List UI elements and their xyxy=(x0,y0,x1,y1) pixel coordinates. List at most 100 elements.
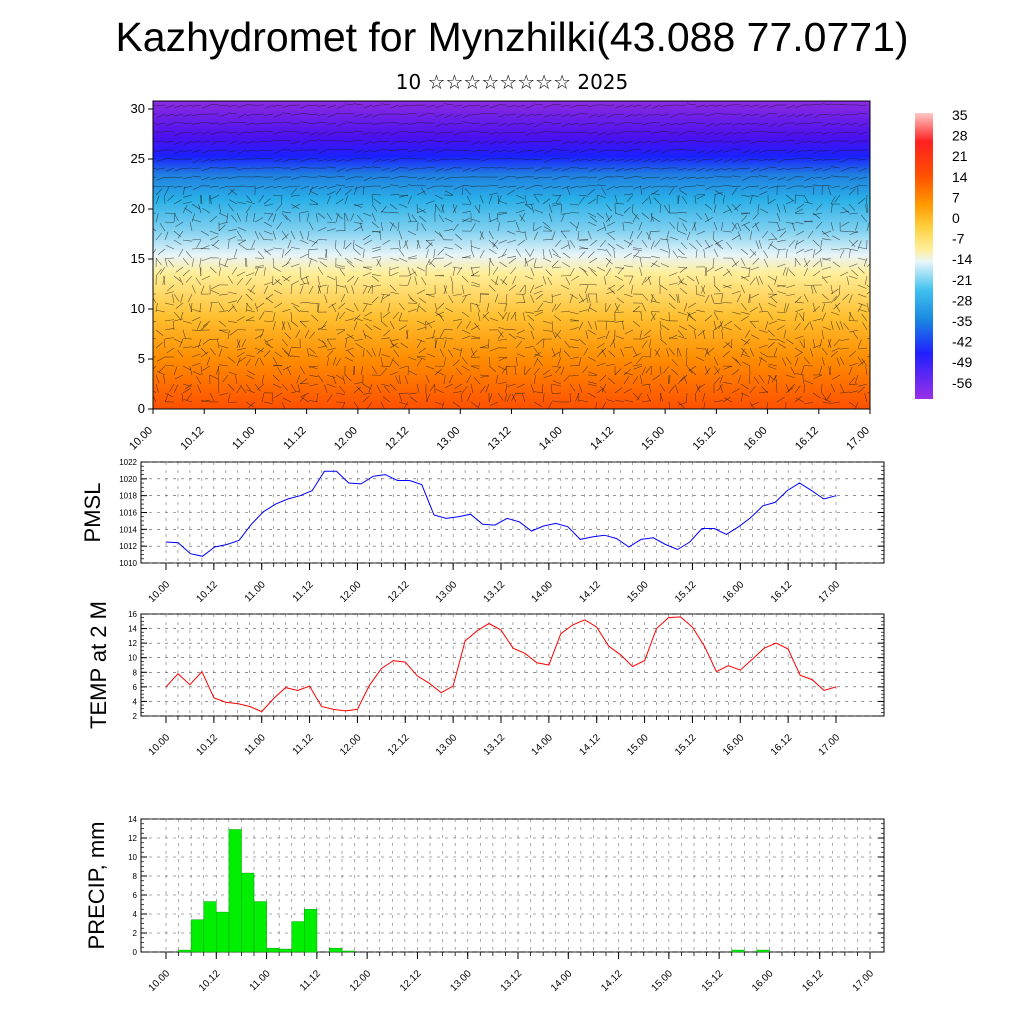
wind-barb xyxy=(677,376,684,385)
wind-barb xyxy=(418,207,427,214)
wind-barb xyxy=(516,167,526,170)
wind-barb xyxy=(812,305,820,313)
wind-barb xyxy=(353,365,356,376)
x-tick-label: 16.12 xyxy=(800,968,826,994)
wind-barb xyxy=(857,284,867,289)
wind-barb xyxy=(449,374,454,384)
wind-barb xyxy=(308,203,319,205)
wind-barb xyxy=(677,248,685,256)
wind-barb xyxy=(615,175,625,178)
wind-barb xyxy=(686,185,697,187)
wind-barb xyxy=(795,140,805,145)
y-tick-label: 1020 xyxy=(119,475,137,484)
wind-barb xyxy=(525,104,535,109)
y-tick-label: 10 xyxy=(128,853,137,862)
wind-barb xyxy=(676,294,679,304)
wind-barb xyxy=(259,311,265,320)
wind-barb xyxy=(790,366,796,376)
wind-barb xyxy=(589,239,598,247)
wind-barb xyxy=(530,384,535,394)
wind-barb xyxy=(254,230,259,240)
wind-barb xyxy=(380,367,388,376)
wind-barb xyxy=(247,370,256,376)
wind-barb xyxy=(834,293,841,302)
wind-barb xyxy=(376,257,382,267)
wind-barb xyxy=(174,104,184,108)
panel-frame xyxy=(140,461,885,564)
wind-barb xyxy=(409,396,418,403)
wind-barb xyxy=(200,248,211,250)
wind-barb xyxy=(173,121,184,124)
wind-barb xyxy=(605,215,613,223)
wind-barb xyxy=(376,258,382,268)
wind-barb xyxy=(507,122,517,127)
y-tick-label: 10 xyxy=(128,654,137,663)
wind-barb xyxy=(497,211,508,214)
wind-barb xyxy=(182,320,192,324)
wind-barb xyxy=(192,309,202,313)
wind-barb xyxy=(830,204,833,214)
wind-barb xyxy=(614,194,618,204)
wind-barb xyxy=(182,387,191,394)
wind-barb xyxy=(173,318,183,322)
wind-barb xyxy=(498,239,508,244)
colorbar-label: -21 xyxy=(952,272,972,288)
wind-barb xyxy=(505,293,508,303)
wind-barb xyxy=(579,149,589,153)
wind-barb xyxy=(291,167,301,171)
wind-barb xyxy=(153,228,157,232)
x-tick-label: 13.00 xyxy=(434,579,460,605)
wind-barb xyxy=(474,322,481,331)
wind-barb xyxy=(767,375,771,385)
wind-barb xyxy=(435,113,445,118)
wind-barb xyxy=(685,356,688,367)
wind-barb xyxy=(488,218,498,223)
wind-barb xyxy=(326,338,333,347)
wind-barb xyxy=(263,212,273,215)
wind-barb xyxy=(434,140,445,143)
wind-barb xyxy=(354,203,364,207)
wind-barb xyxy=(324,248,328,258)
wind-barb xyxy=(373,198,382,205)
wind-barb xyxy=(426,176,436,181)
wind-barb xyxy=(443,285,448,295)
wind-barb xyxy=(522,312,526,322)
wind-barb xyxy=(274,392,283,398)
wind-barb xyxy=(849,329,859,333)
wind-barb xyxy=(210,131,220,135)
wind-barb xyxy=(695,383,701,393)
wind-barb xyxy=(588,131,598,135)
wind-barb xyxy=(866,356,870,358)
wind-barb xyxy=(749,320,757,329)
wind-barb xyxy=(777,319,787,322)
wind-barb xyxy=(588,113,598,118)
wind-barb xyxy=(812,344,822,349)
wind-barb xyxy=(615,185,625,188)
wind-barb xyxy=(570,122,580,126)
wind-barb xyxy=(318,131,328,136)
wind-barb xyxy=(281,308,291,313)
wind-barb xyxy=(587,320,593,330)
wind-barb xyxy=(763,258,769,268)
wind-barb xyxy=(615,399,625,403)
wind-barb xyxy=(339,385,346,394)
wind-barb xyxy=(722,195,725,205)
wind-barb xyxy=(696,230,706,235)
wind-barb xyxy=(497,311,505,319)
y-tick-label: 12 xyxy=(128,834,137,843)
wind-barb xyxy=(530,267,535,277)
wind-barb xyxy=(683,302,688,312)
wind-barb xyxy=(182,269,190,277)
wind-barb xyxy=(461,149,472,152)
wind-barb xyxy=(443,375,446,385)
wind-barb xyxy=(425,239,436,241)
wind-barb xyxy=(660,238,670,241)
wind-barb xyxy=(444,176,454,180)
wind-barb xyxy=(723,104,733,107)
wind-barb xyxy=(641,335,651,340)
wind-barb xyxy=(308,186,314,196)
wind-barb xyxy=(267,212,274,221)
wind-barb xyxy=(732,175,742,178)
wind-barb xyxy=(188,303,193,313)
wind-barb xyxy=(155,329,164,336)
